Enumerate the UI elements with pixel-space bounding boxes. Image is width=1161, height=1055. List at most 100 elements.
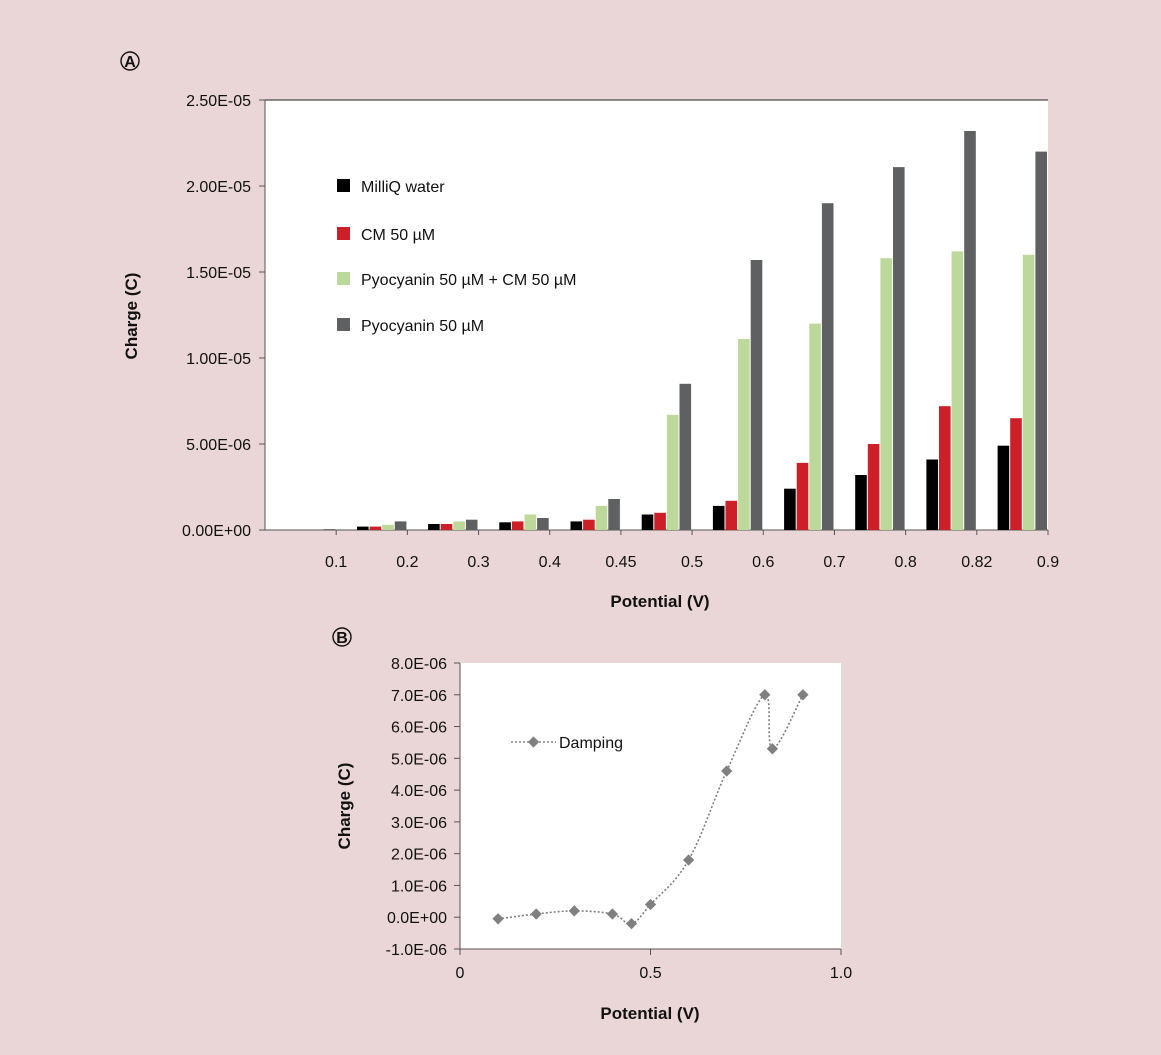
panel-a-bar bbox=[951, 251, 964, 530]
panel-b-data-point bbox=[625, 917, 638, 930]
panel-a-bar bbox=[595, 505, 608, 530]
panel-b: B -1.0E-06 0.0E+00 1.0E-06 2.0E-06 3.0E-06 4.… bbox=[332, 627, 853, 1023]
panel-b-legend-marker bbox=[527, 736, 540, 748]
panel-b-data-point bbox=[606, 908, 619, 920]
panel-a-bar bbox=[394, 521, 407, 530]
panel-a-legend-label: Pyocyanin 50 µM + CM 50 µM bbox=[361, 272, 576, 289]
panel-a-legend-label: CM 50 µM bbox=[361, 227, 435, 244]
panel-a-bar bbox=[926, 459, 938, 530]
panel-a-bar bbox=[382, 524, 394, 530]
panel-a-x-tick-label: 0.5 bbox=[681, 554, 703, 571]
panel-b-data-point bbox=[530, 908, 542, 920]
panel-b-x-axis-title: Potential (V) bbox=[600, 1004, 699, 1023]
panel-a-bar bbox=[465, 519, 478, 530]
panel-a-bar bbox=[511, 521, 524, 530]
panel-a-bar bbox=[1035, 151, 1047, 530]
panel-a-legend-swatch bbox=[337, 179, 350, 192]
panel-a-x-tick-label: 0.2 bbox=[396, 554, 418, 571]
panel-b-data-point bbox=[568, 905, 580, 917]
panel-a-y-tick-label: 1.50E-05 bbox=[186, 265, 251, 282]
panel-b-y-tick-label: -1.0E-06 bbox=[386, 942, 447, 959]
panel-a-bar bbox=[369, 526, 382, 530]
panel-a-bar bbox=[679, 383, 692, 530]
panel-a-bar bbox=[357, 526, 369, 530]
panel-a-bar bbox=[964, 131, 976, 530]
panel-b-y-axis-title: Charge (C) bbox=[335, 763, 354, 850]
panel-b-x-tick-label: 1.0 bbox=[830, 965, 852, 982]
panel-a-x-tick-label: 0.7 bbox=[823, 554, 845, 571]
panel-b-y-tick-label: 3.0E-06 bbox=[391, 815, 447, 832]
panel-a-x-tick-label: 0.82 bbox=[961, 554, 992, 571]
panel-b-y-tick-label: 1.0E-06 bbox=[391, 878, 447, 895]
panel-a-bar bbox=[499, 522, 511, 530]
panel-b-series-line bbox=[498, 693, 804, 925]
panel-b-y-tick-label: 5.0E-06 bbox=[391, 751, 447, 768]
panel-a-letter-circle bbox=[120, 51, 140, 71]
panel-a-bar bbox=[809, 323, 821, 530]
panel-a-bar bbox=[537, 518, 549, 530]
panel-b-y-tick-label: 4.0E-06 bbox=[391, 783, 447, 800]
panel-a-bar bbox=[666, 414, 679, 530]
panel-a-bar bbox=[608, 499, 620, 530]
panel-a-legend-label: Pyocyanin 50 µM bbox=[361, 318, 484, 335]
panel-a-bar bbox=[750, 260, 763, 530]
panel-a-bar bbox=[796, 462, 809, 530]
panel-a-y-tick-label: 2.50E-05 bbox=[186, 93, 251, 110]
panel-a-x-tick-label: 0.9 bbox=[1037, 554, 1059, 571]
panel-b-x-tick-label: 0.5 bbox=[639, 965, 661, 982]
panel-a-y-tick-label: 1.00E-05 bbox=[186, 351, 251, 368]
panel-a-x-axis-title: Potential (V) bbox=[610, 592, 709, 611]
panel-b-x-tick-label: 0 bbox=[456, 965, 465, 982]
panel-a-legend-swatch bbox=[337, 272, 350, 285]
panel-a-y-axis-title: Charge (C) bbox=[122, 273, 141, 360]
panel-a-y-tick-label: 0.00E+00 bbox=[182, 523, 251, 540]
panel-a-bar bbox=[855, 475, 867, 530]
panel-a-bar bbox=[1010, 418, 1022, 530]
panel-b-y-tick-label: 0.0E+00 bbox=[387, 910, 447, 927]
panel-a-bar bbox=[738, 339, 750, 530]
panel-a-bar bbox=[641, 514, 654, 530]
panel-b-y-tick-label: 6.0E-06 bbox=[391, 720, 447, 737]
panel-b-data-point bbox=[759, 689, 771, 701]
panel-a-legend-swatch bbox=[337, 227, 350, 240]
panel-a-bar bbox=[428, 524, 440, 530]
panel-b-letter: B bbox=[336, 630, 348, 647]
panel-a-letter: A bbox=[124, 54, 136, 71]
panel-a-x-tick-label: 0.4 bbox=[539, 554, 561, 571]
panel-b-y-tick-label: 2.0E-06 bbox=[391, 847, 447, 864]
panel-a-bar bbox=[939, 406, 951, 530]
panel-a-bar bbox=[880, 258, 892, 530]
panel-b-y-tick-label: 8.0E-06 bbox=[391, 656, 447, 673]
panel-a-bar bbox=[997, 445, 1010, 530]
panel-a-bar bbox=[570, 521, 583, 530]
panel-a-legend-swatch bbox=[337, 318, 350, 331]
panel-a-bar bbox=[440, 524, 453, 530]
panel-a-x-tick-label: 0.8 bbox=[895, 554, 917, 571]
panel-b-letter-circle bbox=[332, 627, 352, 647]
panel-a-bar bbox=[323, 529, 336, 530]
panel-a-bar bbox=[1022, 254, 1035, 531]
panel-a-bar bbox=[784, 488, 796, 530]
panel-b-data-point bbox=[644, 898, 657, 911]
panel-a: A 0.00E+00 5.00E-06 1.00E-05 1.50E-05 2.00E-… bbox=[120, 51, 1059, 611]
panel-b-data-point bbox=[766, 743, 779, 755]
panel-a-x-tick-label: 0.1 bbox=[325, 554, 347, 571]
panel-a-legend-label: MilliQ water bbox=[361, 179, 445, 196]
panel-a-content: 0.00E+00 5.00E-06 1.00E-05 1.50E-05 2.00E-05… bbox=[182, 93, 1059, 571]
panel-b-data-point bbox=[492, 913, 504, 925]
panel-a-bar bbox=[654, 512, 666, 530]
panel-a-bar bbox=[524, 514, 537, 530]
panel-a-bar bbox=[867, 444, 880, 530]
panel-a-bar bbox=[893, 167, 905, 530]
panel-a-bar bbox=[725, 500, 738, 530]
panel-b-content: -1.0E-06 0.0E+00 1.0E-06 2.0E-06 3.0E-06 4.0E… bbox=[386, 656, 853, 982]
panel-a-plot-area bbox=[265, 100, 1048, 530]
panel-a-bar bbox=[453, 521, 465, 530]
panel-b-data-point bbox=[721, 765, 733, 777]
panel-b-y-tick-label: 7.0E-06 bbox=[391, 688, 447, 705]
panel-a-x-tick-label: 0.6 bbox=[752, 554, 774, 571]
panel-a-x-tick-label: 0.3 bbox=[467, 554, 489, 571]
panel-a-x-tick-label: 0.45 bbox=[605, 554, 636, 571]
